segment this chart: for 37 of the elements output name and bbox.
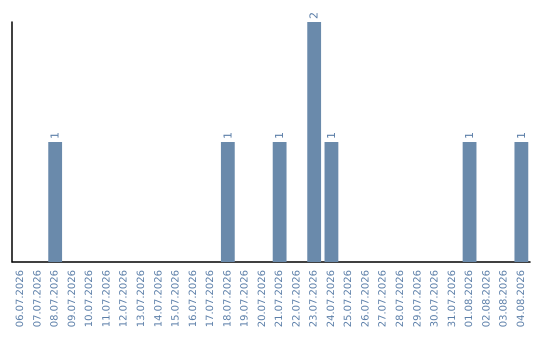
data-label: 1 (324, 132, 338, 139)
data-label: 1 (273, 132, 286, 139)
x-tick-label: 11.07.2026 (101, 270, 112, 328)
x-tick-label: 28.07.2026 (395, 270, 406, 328)
x-tick-label: 21.07.2026 (274, 270, 286, 328)
x-tick-label: 16.07.2026 (188, 270, 199, 328)
x-tick-label: 25.07.2026 (343, 270, 354, 328)
data-label: 1 (514, 132, 528, 139)
x-tick-label: 30.07.2026 (430, 270, 441, 328)
x-tick-label: 15.07.2026 (170, 270, 182, 328)
x-tick-label: 26.07.2026 (360, 270, 372, 328)
data-label: 1 (463, 132, 476, 139)
x-tick-label: 18.07.2026 (222, 270, 234, 328)
x-tick-label: 24.07.2026 (326, 270, 337, 328)
x-tick-label: 07.07.2026 (32, 270, 44, 328)
x-tick-label: 09.07.2026 (66, 270, 78, 328)
x-tick-label: 27.07.2026 (378, 270, 389, 328)
data-label: 2 (308, 12, 321, 19)
x-tick-label: 02.08.2026 (481, 270, 492, 328)
x-tick-label: 01.08.2026 (464, 270, 476, 328)
x-tick-label: 06.07.2026 (15, 270, 26, 328)
x-tick-label: 12.07.2026 (118, 270, 130, 328)
x-tick-label: 04.08.2026 (516, 270, 527, 328)
x-tick-label: 22.07.2026 (291, 270, 302, 328)
x-tick-label: 13.07.2026 (136, 270, 147, 328)
x-tick-label: 23.07.2026 (308, 270, 320, 328)
x-tick-label: 17.07.2026 (205, 270, 216, 328)
x-tick-label: 10.07.2026 (84, 270, 96, 328)
x-tick-label: 20.07.2026 (256, 270, 268, 328)
data-label: 1 (221, 132, 234, 139)
data-label: 1 (48, 132, 62, 139)
x-tick-label: 03.08.2026 (498, 270, 510, 328)
x-tick-label: 19.07.2026 (240, 270, 251, 328)
x-tick-label: 14.07.2026 (153, 270, 164, 328)
x-tick-label: 29.07.2026 (412, 270, 424, 328)
x-tick-label: 31.07.2026 (446, 270, 458, 328)
x-tick-label: 08.07.2026 (50, 270, 61, 328)
